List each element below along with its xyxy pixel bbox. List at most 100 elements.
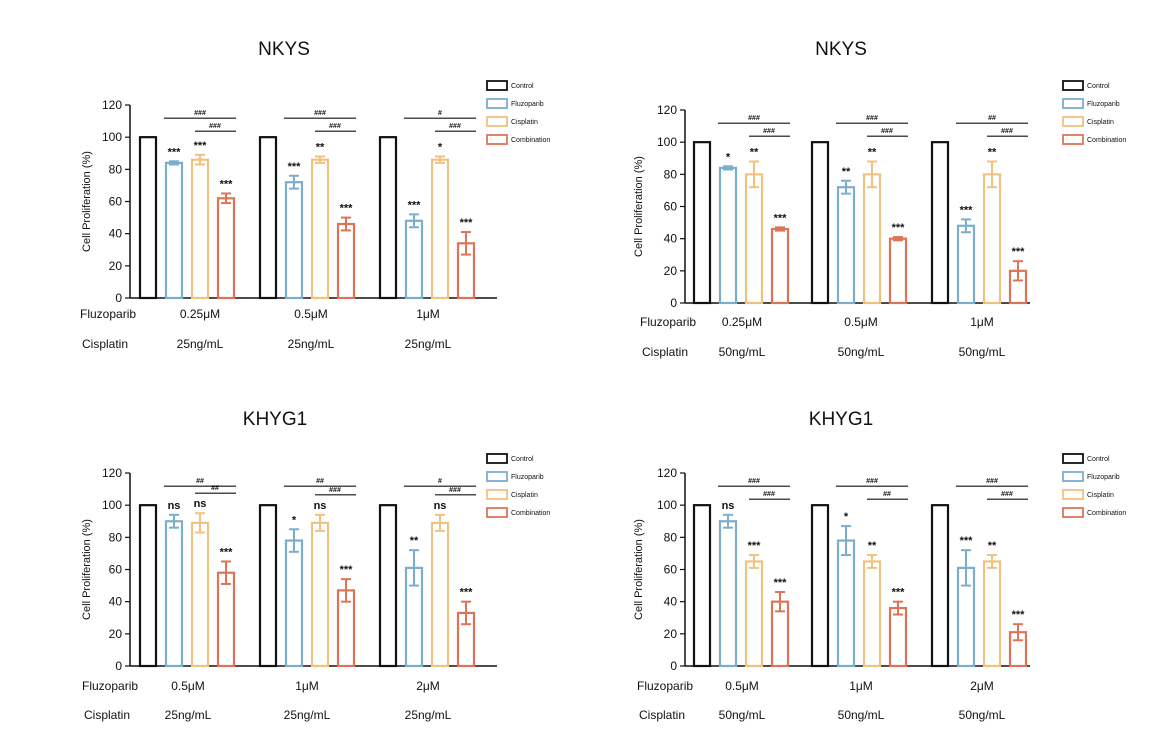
bar-group-2: ********###### — [258, 110, 356, 300]
comparison-label-bottom: ### — [209, 123, 221, 130]
bar-fluzoparib — [836, 186, 856, 305]
bar-cisplatin — [190, 521, 210, 668]
comparison-label-top: ### — [748, 115, 760, 122]
bar-control — [138, 504, 158, 668]
group-label-cisplatin: 25ng/mL — [284, 708, 331, 722]
significance-label: ** — [750, 146, 759, 158]
y-tick-label: 80 — [109, 162, 123, 176]
bar-control — [378, 504, 398, 668]
chart-title: KHYG1 — [243, 409, 307, 430]
y-tick-label: 100 — [657, 498, 677, 512]
y-tick-label: 100 — [657, 135, 677, 149]
legend-label-fluzoparib: Fluzoparib — [511, 474, 544, 481]
legend-swatch-cisplatin — [486, 489, 508, 500]
chart-title: NKYS — [258, 39, 310, 60]
y-tick-label: 100 — [102, 130, 122, 144]
chart-title: KHYG1 — [809, 409, 873, 430]
bar-group-1: *** *** *** ###### — [138, 110, 236, 300]
group-label-fluzoparib: 2μM — [970, 679, 994, 693]
legend-label-fluzoparib: Fluzoparib — [1087, 474, 1120, 481]
legend-label-control: Control — [511, 83, 534, 90]
bar-fluzoparib — [956, 224, 976, 305]
comparison-label-top: ### — [986, 478, 998, 485]
comparison-label-top: ## — [196, 478, 204, 485]
y-tick-label: 40 — [109, 595, 123, 609]
legend-label-control: Control — [1087, 83, 1110, 90]
legend-label-cisplatin: Cisplatin — [511, 492, 538, 499]
group-label-fluzoparib: 1μM — [295, 679, 319, 693]
bar-fluzoparib — [284, 181, 304, 300]
row-label-cisplatin: Cisplatin — [642, 345, 688, 359]
y-tick-label: 60 — [109, 563, 123, 577]
bar-combination — [216, 571, 236, 668]
significance-label: *** — [960, 204, 974, 216]
significance-label: ns — [194, 498, 207, 510]
significance-label: *** — [774, 212, 788, 224]
group-label-fluzoparib: 0.5μM — [725, 679, 759, 693]
y-tick-label: 0 — [670, 659, 677, 673]
bar-combination — [770, 227, 790, 305]
legend-label-cisplatin: Cisplatin — [1087, 119, 1114, 126]
row-label-fluzoparib: Fluzoparib — [80, 307, 136, 321]
comparison-label-bottom: ### — [763, 128, 775, 135]
y-tick-label: 0 — [115, 659, 122, 673]
bar-fluzoparib — [718, 166, 738, 305]
chart-title: NKYS — [815, 39, 867, 60]
comparison-label-bottom: ### — [329, 487, 341, 494]
bar-cisplatin — [982, 173, 1002, 305]
comparison-label-top: ### — [748, 478, 760, 485]
y-tick-label: 0 — [670, 296, 677, 310]
legend-label-control: Control — [511, 456, 534, 463]
significance-label: *** — [340, 203, 354, 215]
bar-fluzoparib — [718, 520, 738, 668]
y-axis-label: Cell Proliferation (%) — [81, 519, 93, 620]
bar-group-3: **ns***#### — [378, 478, 476, 668]
legend-swatch-fluzoparib — [1062, 98, 1084, 109]
legend-swatch-combination — [1062, 134, 1084, 145]
legend-label-control: Control — [1087, 456, 1110, 463]
bar-cisplatin — [310, 521, 330, 668]
bar-control — [138, 136, 158, 300]
comparison-label-bottom: ### — [763, 491, 775, 498]
significance-label: *** — [748, 540, 762, 552]
y-tick-label: 60 — [664, 200, 678, 214]
group-label-cisplatin: 50ng/mL — [959, 708, 1006, 722]
bar-control — [930, 504, 950, 668]
bar-combination — [888, 606, 908, 668]
significance-label: *** — [892, 587, 906, 599]
bar-control — [258, 136, 278, 300]
y-tick-label: 120 — [657, 103, 677, 117]
comparison-label-bottom: ### — [449, 123, 461, 130]
significance-label: *** — [220, 546, 234, 558]
comparison-label-bottom: ### — [881, 128, 893, 135]
bar-control — [810, 141, 830, 305]
row-label-fluzoparib: Fluzoparib — [82, 679, 138, 693]
bar-group-1: * *****###### — [692, 115, 790, 305]
bar-cisplatin — [862, 173, 882, 305]
bar-control — [692, 504, 712, 668]
group-label-cisplatin: 25ng/mL — [165, 708, 212, 722]
significance-label: ** — [410, 535, 419, 547]
legend-label-combination: Combination — [511, 510, 550, 517]
y-tick-label: 20 — [664, 264, 678, 278]
comparison-label-top: ## — [316, 478, 324, 485]
significance-label: * — [438, 141, 443, 153]
significance-label: *** — [960, 535, 974, 547]
legend-swatch-combination — [486, 134, 508, 145]
bar-cisplatin — [190, 158, 210, 300]
bar-cisplatin — [744, 173, 764, 305]
legend-swatch-cisplatin — [1062, 116, 1084, 127]
significance-label: ns — [168, 500, 181, 512]
bar-control — [378, 136, 398, 300]
bar-group-1: ns *** *** ###### — [692, 478, 790, 668]
significance-label: ** — [988, 540, 997, 552]
group-label-cisplatin: 25ng/mL — [405, 708, 452, 722]
significance-label: ** — [988, 146, 997, 158]
bar-group-3: *** *****###### — [930, 478, 1028, 668]
row-label-cisplatin: Cisplatin — [639, 708, 685, 722]
bar-fluzoparib — [284, 539, 304, 668]
legend-label-fluzoparib: Fluzoparib — [1087, 101, 1120, 108]
group-label-cisplatin: 50ng/mL — [959, 345, 1006, 359]
comparison-label-bottom: ### — [1001, 491, 1013, 498]
group-label-cisplatin: 25ng/mL — [177, 337, 224, 351]
